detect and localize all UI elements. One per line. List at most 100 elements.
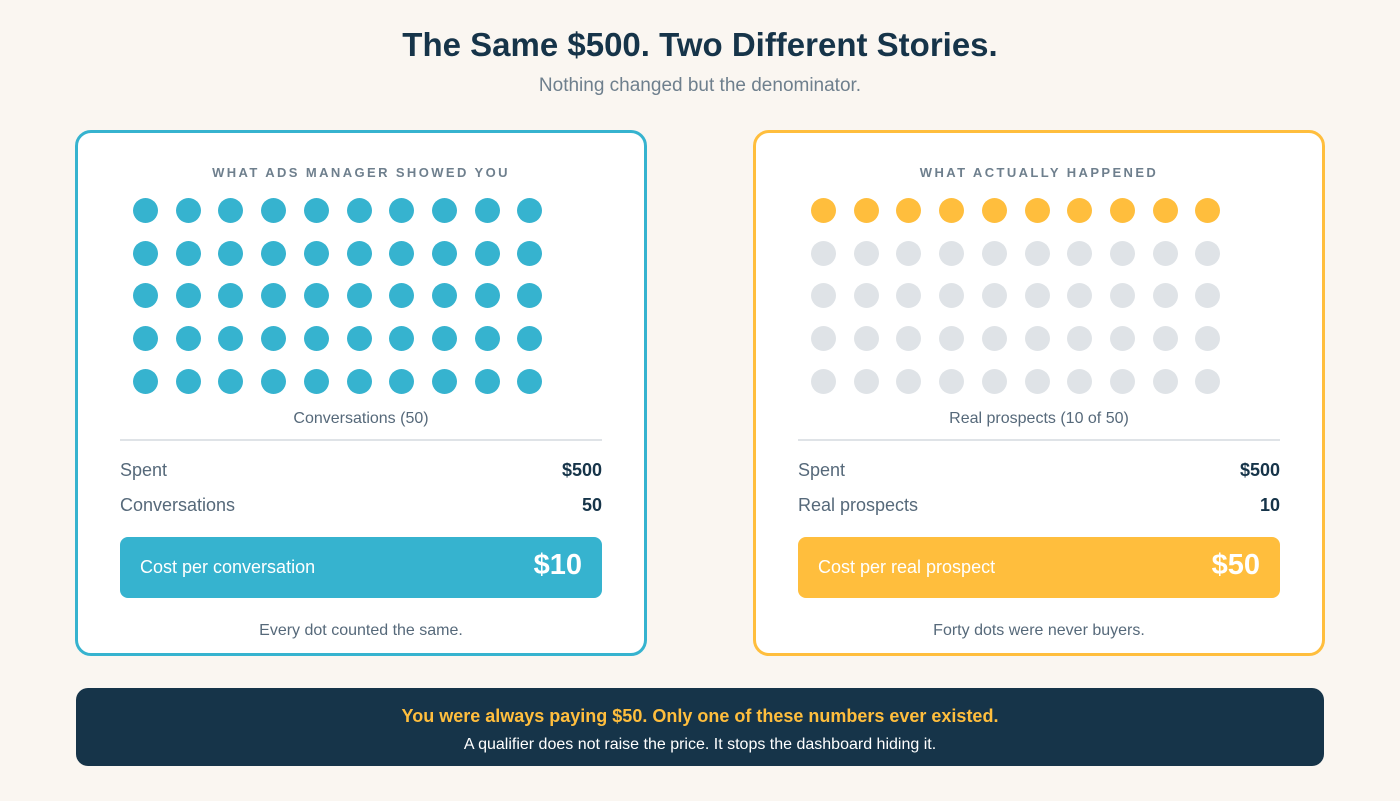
muted-dot	[1067, 368, 1093, 394]
cost-value: $10	[533, 549, 582, 581]
highlighted-dot	[303, 198, 329, 223]
muted-dot	[1067, 326, 1093, 352]
highlighted-dot	[218, 198, 244, 223]
stat-value: $500	[561, 460, 602, 480]
page-subtitle: Nothing changed but the denominator.	[538, 75, 862, 96]
muted-dot	[1109, 326, 1135, 352]
cost-label: Cost per real prospect	[818, 557, 996, 577]
muted-dot	[981, 368, 1007, 394]
highlighted-dot	[474, 283, 500, 309]
highlighted-dot	[261, 283, 287, 309]
cost-value: $50	[1211, 549, 1260, 581]
banner-body: A qualifier does not raise the price. It…	[463, 736, 937, 753]
highlighted-dot	[1152, 198, 1178, 223]
highlighted-dot	[1195, 198, 1221, 223]
muted-dot	[1195, 326, 1221, 352]
summary-banner: You were always paying $50. Only one of …	[76, 688, 1324, 766]
highlighted-dot	[261, 326, 287, 352]
stat-row-conversations: Conversations 50	[120, 495, 602, 519]
highlighted-dot	[133, 283, 158, 309]
muted-dot	[1024, 240, 1050, 266]
highlighted-dot	[175, 198, 201, 223]
muted-dot	[939, 283, 965, 309]
muted-dot	[1109, 368, 1135, 394]
highlighted-dot	[517, 326, 543, 352]
stat-row-spent: Spent $500	[120, 460, 602, 484]
muted-dot	[811, 283, 836, 309]
panel-heading: WHAT ACTUALLY HAPPENED	[919, 165, 1159, 180]
highlighted-dot	[218, 326, 244, 352]
stat-value: 10	[1259, 495, 1280, 515]
muted-dot	[1152, 240, 1178, 266]
highlighted-dot	[218, 283, 244, 309]
muted-dot	[1067, 283, 1093, 309]
highlighted-dot	[431, 198, 457, 223]
muted-dot	[896, 283, 922, 309]
highlighted-dot	[1024, 198, 1050, 223]
panel-footnote: Forty dots were never buyers.	[933, 622, 1145, 639]
highlighted-dot	[431, 326, 457, 352]
stat-value: 50	[581, 495, 602, 515]
highlighted-dot	[133, 368, 158, 394]
highlighted-dot	[389, 326, 415, 352]
divider	[120, 439, 602, 441]
highlighted-dot	[389, 198, 415, 223]
muted-dot	[981, 240, 1007, 266]
muted-dot	[1109, 240, 1135, 266]
highlighted-dot	[474, 240, 500, 266]
muted-dot	[1024, 368, 1050, 394]
muted-dot	[853, 368, 879, 394]
highlighted-dot	[133, 240, 158, 266]
muted-dot	[939, 326, 965, 352]
page-title: The Same $500. Two Different Stories.	[402, 26, 998, 63]
stat-label: Real prospects	[798, 495, 919, 515]
highlighted-dot	[175, 368, 201, 394]
highlighted-dot	[218, 240, 244, 266]
muted-dot	[981, 283, 1007, 309]
muted-dot	[939, 368, 965, 394]
highlighted-dot	[1109, 198, 1135, 223]
highlighted-dot	[474, 368, 500, 394]
grid-caption: Conversations (50)	[293, 410, 429, 427]
muted-dot	[1152, 283, 1178, 309]
highlighted-dot	[431, 368, 457, 394]
stat-row-real-prospects: Real prospects 10	[798, 495, 1280, 519]
highlighted-dot	[175, 240, 201, 266]
muted-dot	[1067, 240, 1093, 266]
banner-headline: You were always paying $50. Only one of …	[401, 706, 999, 726]
cost-per-real-prospect-box: Cost per real prospect $50	[798, 537, 1280, 598]
ads-manager-panel: WHAT ADS MANAGER SHOWED YOU Conversation…	[75, 130, 647, 656]
highlighted-dot	[218, 368, 244, 394]
highlighted-dot	[389, 283, 415, 309]
highlighted-dot	[175, 283, 201, 309]
cost-label: Cost per conversation	[140, 557, 316, 577]
muted-dot	[811, 326, 836, 352]
stat-label: Spent	[798, 460, 846, 480]
highlighted-dot	[175, 326, 201, 352]
highlighted-dot	[346, 283, 372, 309]
highlighted-dot	[261, 368, 287, 394]
highlighted-dot	[517, 283, 543, 309]
muted-dot	[853, 326, 879, 352]
muted-dot	[1024, 283, 1050, 309]
conversations-dot-grid	[133, 198, 553, 398]
highlighted-dot	[303, 368, 329, 394]
highlighted-dot	[517, 198, 543, 223]
highlighted-dot	[1067, 198, 1093, 223]
cost-per-conversation-box: Cost per conversation $10	[120, 537, 602, 598]
grid-caption: Real prospects (10 of 50)	[949, 410, 1129, 427]
muted-dot	[811, 368, 836, 394]
actual-results-panel: WHAT ACTUALLY HAPPENED Real prospects (1…	[753, 130, 1325, 656]
muted-dot	[1024, 326, 1050, 352]
highlighted-dot	[389, 368, 415, 394]
highlighted-dot	[517, 368, 543, 394]
muted-dot	[1195, 283, 1221, 309]
highlighted-dot	[346, 240, 372, 266]
stat-label: Conversations	[120, 495, 236, 515]
stat-label: Spent	[120, 460, 168, 480]
highlighted-dot	[853, 198, 879, 223]
highlighted-dot	[133, 326, 158, 352]
muted-dot	[896, 240, 922, 266]
stat-value: $500	[1239, 460, 1280, 480]
